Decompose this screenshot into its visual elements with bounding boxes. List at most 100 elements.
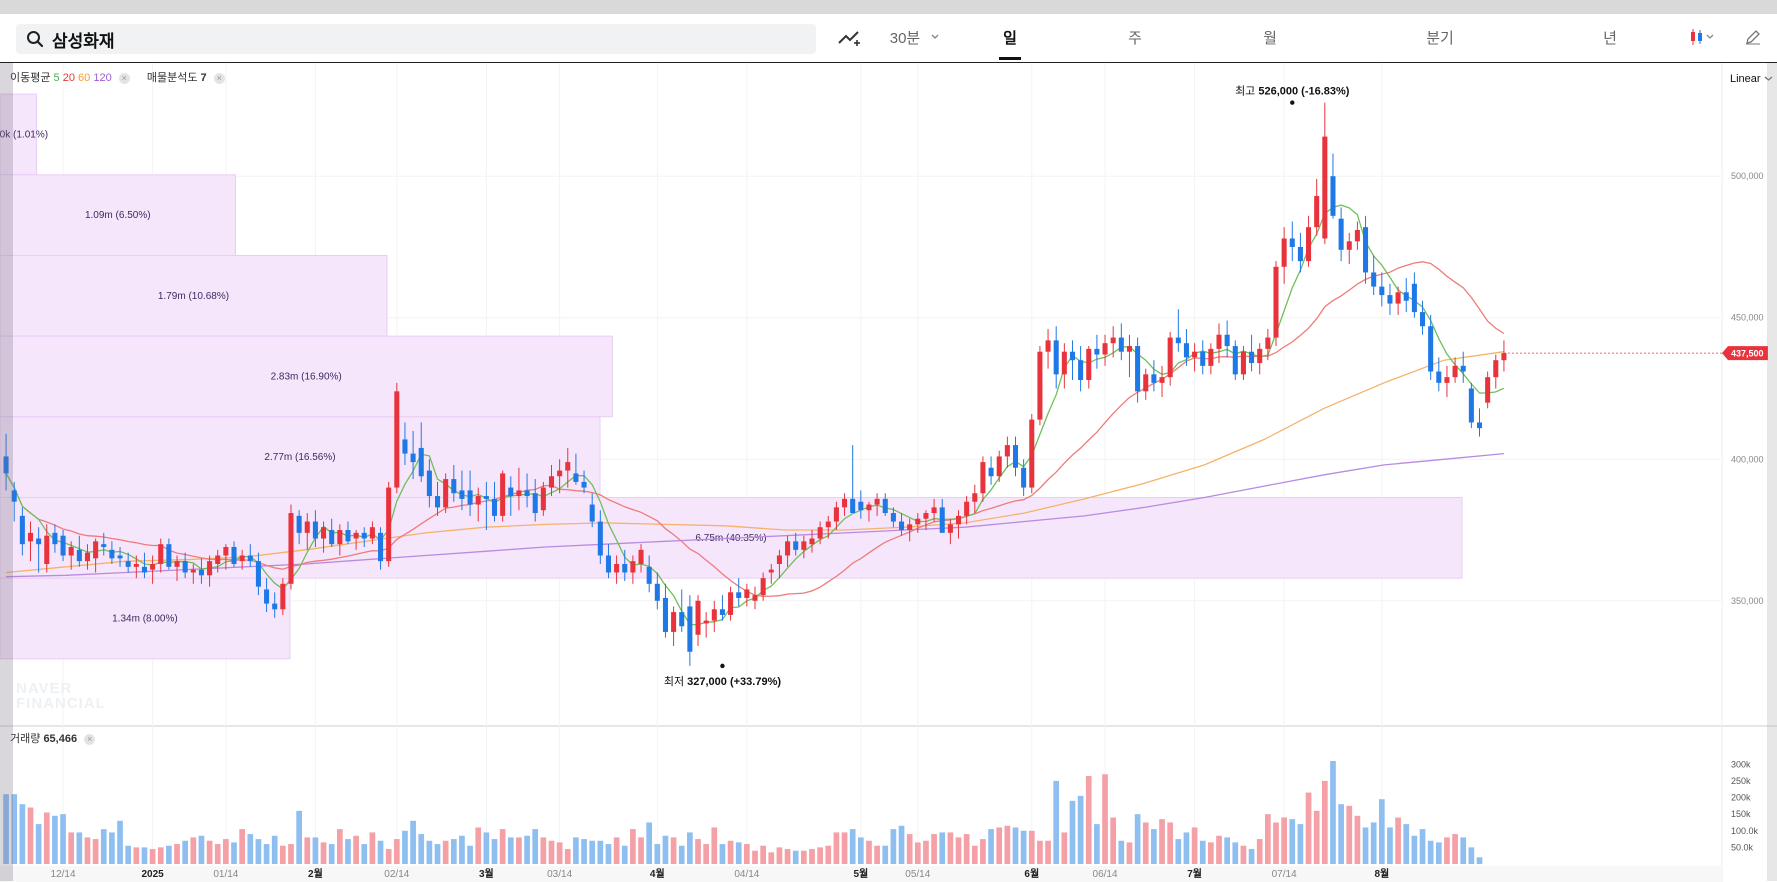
candle-body <box>329 530 335 545</box>
volume-bar <box>426 840 433 864</box>
volume-bar <box>1110 817 1117 864</box>
high-marker <box>1290 100 1295 105</box>
volume-bar <box>1142 822 1149 864</box>
scale-select[interactable]: Linear <box>1730 73 1773 85</box>
candle-body <box>785 541 791 556</box>
tab-period-day[interactable]: 일 <box>985 14 1035 60</box>
candle-body <box>972 493 978 502</box>
close-icon[interactable]: × <box>118 73 130 84</box>
tab-period-year[interactable]: 년 <box>1585 14 1635 60</box>
tab-period-month[interactable]: 월 <box>1245 14 1295 60</box>
scroll-overlay-left[interactable] <box>0 63 13 881</box>
candle-body <box>1126 346 1132 352</box>
watermark-line: NAVER <box>16 680 73 697</box>
candle-body <box>337 530 343 545</box>
candlestick-icon[interactable] <box>1680 14 1726 60</box>
tab-period-week[interactable]: 주 <box>1110 14 1160 60</box>
close-icon[interactable]: × <box>213 73 225 84</box>
volume-bar <box>630 829 636 864</box>
candle-body <box>1086 348 1092 381</box>
volume-bar <box>825 845 832 864</box>
volume-bar <box>1167 822 1174 864</box>
volume-bar <box>483 832 490 864</box>
high-label-value: 526,000 (-16.83%) <box>1258 86 1349 98</box>
candle-body <box>190 569 196 573</box>
candle-body <box>1021 467 1027 488</box>
candle-body <box>1175 337 1181 344</box>
candle-body <box>793 541 799 550</box>
candle-body <box>443 479 449 508</box>
pencil-icon[interactable] <box>1738 14 1768 60</box>
volume-bar <box>695 839 701 864</box>
moving-average-legend[interactable]: 이동평균 5 20 60 120 × 매물분석도 7 × <box>10 69 225 85</box>
volume-bar <box>581 839 587 864</box>
candle-body <box>548 476 555 488</box>
trendline-add-icon[interactable] <box>830 14 870 60</box>
volume-bar <box>100 829 107 864</box>
volume-axis-label: 200k <box>1731 793 1751 803</box>
candle-body <box>1468 388 1474 423</box>
candle-body <box>93 541 99 559</box>
volume-bar <box>849 829 856 864</box>
candle-body <box>174 561 180 567</box>
tab-period-quarter[interactable]: 분기 <box>1405 14 1475 60</box>
candle-body <box>1118 337 1124 352</box>
ma120-line <box>6 452 1504 578</box>
candle-body <box>1143 374 1149 392</box>
volume-bar <box>1370 822 1377 864</box>
volume-bar <box>1085 775 1092 864</box>
volume-profile-bar <box>0 93 38 176</box>
last-price-tag <box>1722 346 1768 361</box>
candle-body <box>1306 227 1312 262</box>
volume-bar <box>1012 827 1019 864</box>
stock-search-box[interactable]: 삼성화재 <box>16 24 816 54</box>
volume-bar <box>857 837 864 864</box>
tab-label: 분기 <box>1426 29 1454 47</box>
candle-body <box>1151 374 1157 383</box>
candle-body <box>1069 351 1076 361</box>
candle-body <box>614 563 620 573</box>
close-icon[interactable]: × <box>84 734 96 745</box>
volume-bar <box>1460 837 1467 864</box>
price-chart[interactable]: 170k (1.01%) 1.09m (6.50%) 1.79m (10.68%) 2… <box>0 14 1777 882</box>
volume-bar <box>662 835 669 864</box>
candle-body <box>597 521 603 556</box>
candle-body <box>378 532 384 562</box>
candle-body <box>1501 353 1507 361</box>
interval-select[interactable]: 30분 <box>880 14 950 60</box>
candle-body <box>133 563 139 567</box>
last-price-label: 437,500 <box>1731 349 1764 359</box>
volume-bar <box>833 832 840 864</box>
x-axis-label: 6월 <box>1024 868 1039 880</box>
volume-bar <box>939 832 946 864</box>
ma5-label: 5 <box>53 72 60 84</box>
search-icon <box>27 31 44 48</box>
volume-label: 거래량 <box>10 733 41 745</box>
x-axis-label: 12/14 <box>51 869 76 880</box>
low-marker <box>720 663 725 669</box>
x-axis-label: 05/14 <box>905 869 930 880</box>
volume-bar <box>206 840 213 864</box>
volume-bar <box>410 820 416 864</box>
volume-bar <box>345 839 351 864</box>
candle-body <box>752 595 758 601</box>
scroll-overlay-right[interactable] <box>1767 63 1777 881</box>
tab-label: 년 <box>1603 29 1617 47</box>
volume-profile-label: 1.79m (10.68%) <box>158 291 229 302</box>
volume-bar <box>678 845 685 864</box>
volume-bar <box>198 835 205 864</box>
volume-bar <box>1094 824 1100 864</box>
candle-body <box>150 563 156 570</box>
volume-bar <box>1037 840 1043 864</box>
x-axis-label: 03/14 <box>547 869 572 880</box>
volume-bar <box>459 835 465 864</box>
volume-profile-label: 170k (1.01%) <box>0 129 48 140</box>
volume-bar <box>792 850 799 864</box>
volume-bar <box>988 829 994 864</box>
candle-body <box>304 521 310 533</box>
chevron-down-icon <box>1764 76 1773 81</box>
candle-body <box>1265 337 1271 349</box>
candle-body <box>1029 419 1035 488</box>
ma120-label: 120 <box>93 72 112 84</box>
volume-bar <box>524 835 530 864</box>
